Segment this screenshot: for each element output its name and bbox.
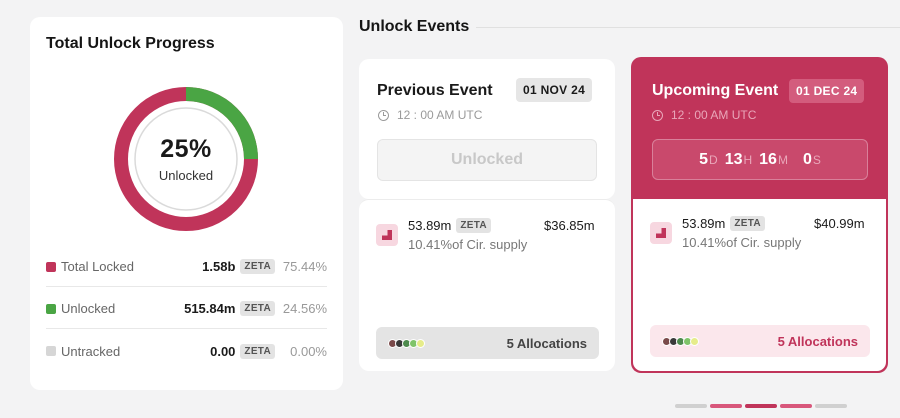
upcoming-event-time: 12 : 00 AM UTC [652, 108, 756, 122]
untracked-swatch [46, 346, 56, 356]
pager-dot[interactable] [780, 404, 812, 408]
legend-value: 515.84m [184, 301, 236, 316]
previous-allocations-button[interactable]: 5 Allocations [376, 327, 599, 359]
donut-center: 25% Unlocked [114, 87, 258, 231]
unlocked-status-button: Unlocked [377, 139, 597, 181]
legend-row-locked: Total Locked 1.58b ZETA 75.44% [46, 247, 327, 287]
unlock-progress-card: Total Unlock Progress 25% Unlocked Total… [30, 17, 343, 390]
donut-svg [114, 87, 258, 231]
legend-name: Untracked [61, 343, 121, 359]
pager-dot[interactable] [675, 404, 707, 408]
clock-icon [652, 109, 663, 121]
token-badge: ZETA [240, 259, 275, 274]
pager-dot-active[interactable] [745, 404, 777, 408]
donut-unlocked-arc [114, 87, 258, 231]
previous-event-date: 01 NOV 24 [516, 78, 593, 102]
legend-percent: 24.56% [282, 301, 327, 316]
clock-icon [378, 109, 389, 121]
countdown-minutes: 16 [759, 150, 777, 168]
token-badge: ZETA [456, 218, 491, 233]
token-badge: ZETA [240, 301, 275, 316]
unlock-events-title: Unlock Events [359, 18, 470, 35]
unlocked-percent: 25% [160, 135, 212, 163]
donut-inner-ring [134, 107, 238, 211]
progress-title: Total Unlock Progress [46, 35, 215, 52]
previous-supply-text: 10.41%of Cir. supply [408, 237, 528, 252]
allocation-dot [690, 336, 699, 346]
legend-name: Unlocked [61, 301, 116, 316]
allocation-icon [650, 222, 672, 244]
countdown-days: 5 [699, 150, 709, 168]
amount-value: 53.89m [408, 218, 452, 233]
upcoming-supply-text: 10.41%of Cir. supply [682, 235, 802, 250]
previous-event-title: Previous Event [377, 82, 493, 99]
pager-dot[interactable] [710, 404, 742, 408]
previous-allocation-usd: $36.85m [544, 218, 595, 233]
legend-percent: 75.44% [282, 259, 327, 274]
legend-percent: 0.00% [290, 343, 327, 359]
allocation-dots [662, 336, 778, 346]
hours-unit: H [743, 152, 753, 167]
legend-value: 0.00 [210, 343, 236, 359]
unlocked-label: Unlocked [158, 168, 214, 183]
legend-name: Total Locked [61, 259, 134, 274]
upcoming-allocations-button[interactable]: 5 Allocations [650, 325, 870, 357]
upcoming-allocation-amount: 53.89m ZETA [682, 216, 765, 231]
unlocked-swatch [46, 303, 56, 314]
time-text: 12 : 00 AM UTC [397, 108, 483, 122]
allocation-dot [416, 338, 425, 348]
allocations-label: 5 Allocations [777, 333, 858, 349]
legend-row-unlocked: Unlocked 515.84m ZETA 24.56% [46, 289, 327, 329]
pager-dot[interactable] [815, 404, 847, 408]
seconds-unit: S [812, 152, 821, 167]
allocation-dots [388, 338, 507, 348]
days-unit: D [709, 152, 718, 167]
legend-row-untracked: Untracked 0.00 ZETA 0.00% [46, 331, 327, 371]
section-divider [476, 27, 900, 28]
countdown-hours: 13 [724, 150, 743, 168]
unlock-donut-chart: 25% Unlocked [114, 87, 258, 231]
time-text: 12 : 00 AM UTC [671, 108, 757, 122]
allocation-icon [376, 224, 398, 246]
upcoming-event-date: 01 DEC 24 [789, 79, 865, 103]
locked-swatch [46, 261, 56, 272]
allocations-label: 5 Allocations [506, 335, 587, 351]
minutes-unit: M [777, 152, 788, 167]
upcoming-allocation-usd: $40.99m [814, 216, 865, 231]
token-badge: ZETA [240, 343, 275, 359]
countdown-seconds: 0 [802, 150, 812, 168]
token-badge: ZETA [730, 216, 765, 231]
previous-allocation-amount: 53.89m ZETA [408, 218, 491, 233]
amount-value: 53.89m [682, 216, 726, 231]
previous-event-time: 12 : 00 AM UTC [378, 108, 482, 122]
upcoming-event-title: Upcoming Event [652, 82, 779, 99]
legend-value: 1.58b [202, 259, 236, 274]
